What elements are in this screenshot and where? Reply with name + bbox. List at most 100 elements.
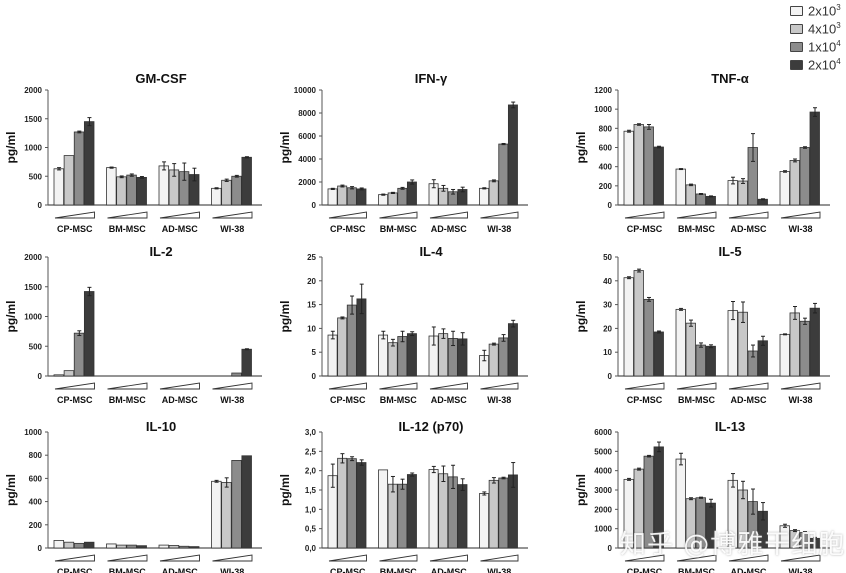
bar (457, 484, 468, 549)
bar (241, 348, 252, 377)
y-tick-label: 0 (608, 372, 613, 381)
dose-wedge (328, 382, 367, 390)
x-tick-label: BM-MSC (380, 567, 417, 573)
bar (53, 374, 65, 377)
y-tick-label: 0,5 (305, 525, 317, 534)
dose-wedge (159, 211, 200, 219)
bar (327, 334, 338, 377)
y-tick-label: 500 (29, 342, 43, 351)
dose-wedge (212, 211, 253, 219)
bar (116, 544, 127, 549)
y-tick-label: 0 (38, 544, 43, 553)
y-axis-label: pg/ml (4, 301, 18, 333)
legend-item: 2x103 (790, 2, 846, 20)
bar (83, 541, 95, 549)
chart-title: IL-12 (p70) (398, 419, 463, 434)
bar (406, 181, 417, 206)
y-tick-label: 1200 (594, 86, 612, 95)
chart-panel: IL-12 (p70) pg/ml 0,0 0,5 1,0 1,5 2,0 2,5 3,0 CP-… (278, 419, 528, 573)
dose-wedge (54, 211, 95, 219)
y-tick-label: 8000 (298, 109, 316, 118)
bar (378, 194, 389, 206)
dose-wedge (728, 382, 769, 390)
legend-label: 2x103 (808, 3, 841, 19)
x-tick-label: AD-MSC (431, 567, 467, 573)
bar (337, 317, 348, 377)
bar (387, 342, 398, 377)
chart-panel: IL-5 pg/ml 0 10 20 30 40 50 CP-MSC BM-MSC AD-MSC WI… (574, 244, 830, 405)
bar (507, 104, 518, 206)
chart-panel: GM-CSF pg/ml 0 500 1000 1500 2000 CP-MSC BM-MSC A… (4, 71, 262, 234)
bar (116, 176, 127, 206)
bar (63, 370, 75, 377)
bar (356, 188, 367, 206)
bar (809, 307, 820, 377)
bar (211, 187, 222, 206)
y-tick-label: 6000 (298, 132, 316, 141)
x-tick-label: AD-MSC (731, 567, 767, 573)
bar (643, 298, 654, 377)
bar (479, 493, 490, 549)
bar (158, 544, 170, 549)
chart-title: IL-4 (419, 244, 443, 259)
dose-wedge (159, 554, 200, 562)
legend-item: 2x104 (790, 56, 846, 74)
chart-title: TNF-α (711, 71, 749, 86)
y-tick-label: 2000 (24, 253, 42, 262)
dose-wedge (212, 554, 253, 562)
dose-wedge (379, 554, 418, 562)
bar (479, 187, 490, 206)
y-tick-label: 5 (312, 348, 317, 357)
x-tick-label: AD-MSC (431, 224, 467, 234)
bar (63, 155, 75, 206)
bar (498, 477, 509, 549)
x-tick-label: BM-MSC (380, 224, 417, 234)
dose-wedge (54, 382, 95, 390)
bar (406, 474, 417, 549)
y-tick-label: 2000 (298, 178, 316, 187)
legend-swatch (790, 42, 803, 52)
bar (346, 304, 357, 377)
chart-panel: IL-4 pg/ml 0 5 10 15 20 25 CP-MSC BM-MSC AD-MSC WI-… (278, 244, 528, 405)
x-tick-label: AD-MSC (731, 395, 767, 405)
bar (63, 541, 75, 549)
x-tick-label: WI-38 (788, 224, 812, 234)
bar (327, 188, 338, 206)
y-tick-label: 500 (29, 172, 43, 181)
bar (378, 469, 389, 549)
x-tick-label: WI-38 (788, 567, 812, 573)
bar (727, 310, 738, 377)
bar (488, 479, 499, 549)
y-tick-label: 1,5 (305, 486, 317, 495)
y-tick-label: 0 (608, 544, 613, 553)
y-tick-label: 800 (599, 124, 613, 133)
dose-wedge (328, 211, 367, 219)
y-tick-label: 1500 (24, 283, 42, 292)
dose-wedge (676, 554, 717, 562)
bar (73, 332, 85, 377)
watermark: 知乎 @博雅干细胞 (620, 530, 846, 560)
y-tick-label: 200 (599, 182, 613, 191)
y-tick-label: 50 (603, 253, 612, 262)
x-tick-label: WI-38 (788, 395, 812, 405)
y-tick-label: 25 (307, 253, 316, 262)
x-tick-label: AD-MSC (431, 395, 467, 405)
bar (789, 312, 800, 377)
y-tick-label: 10 (307, 324, 316, 333)
legend-label: 2x104 (808, 57, 841, 73)
bar (231, 460, 242, 549)
bar (188, 546, 200, 549)
chart-title: IL-10 (146, 419, 176, 434)
bar (799, 147, 810, 206)
bar (178, 545, 190, 549)
legend-item: 1x104 (790, 38, 846, 56)
x-tick-label: BM-MSC (678, 395, 715, 405)
bar (653, 331, 664, 377)
x-tick-label: AD-MSC (162, 567, 198, 573)
bar (643, 126, 654, 206)
bar (106, 167, 117, 206)
x-tick-label: CP-MSC (57, 395, 93, 405)
bar (488, 180, 499, 206)
bar (397, 187, 408, 206)
